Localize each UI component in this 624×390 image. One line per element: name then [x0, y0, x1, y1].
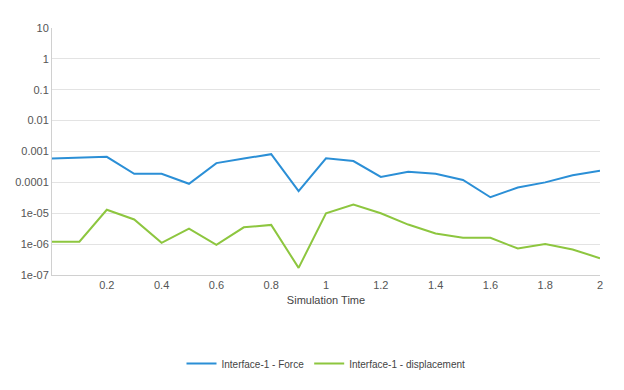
svg-text:1: 1 [43, 53, 49, 65]
svg-text:0.2: 0.2 [99, 279, 114, 291]
svg-text:Simulation Time: Simulation Time [287, 294, 365, 306]
svg-text:2: 2 [597, 279, 603, 291]
svg-text:1e-07: 1e-07 [21, 269, 49, 281]
svg-text:1.8: 1.8 [538, 279, 553, 291]
svg-text:1.2: 1.2 [373, 279, 388, 291]
svg-text:1e-05: 1e-05 [21, 207, 49, 219]
svg-text:10: 10 [37, 22, 49, 34]
svg-text:0.8: 0.8 [264, 279, 279, 291]
svg-text:0.1: 0.1 [34, 84, 49, 96]
svg-text:1.6: 1.6 [483, 279, 498, 291]
svg-text:0.01: 0.01 [27, 114, 48, 126]
svg-text:0.6: 0.6 [209, 279, 224, 291]
svg-text:Interface-1 - Force: Interface-1 - Force [222, 359, 305, 370]
svg-text:1.4: 1.4 [428, 279, 443, 291]
svg-text:Interface-1 - displacement: Interface-1 - displacement [349, 359, 465, 370]
svg-text:0.001: 0.001 [21, 145, 49, 157]
svg-text:1: 1 [323, 279, 329, 291]
svg-text:0.4: 0.4 [154, 279, 169, 291]
svg-text:1e-06: 1e-06 [21, 238, 49, 250]
svg-text:0.0001: 0.0001 [15, 176, 49, 188]
